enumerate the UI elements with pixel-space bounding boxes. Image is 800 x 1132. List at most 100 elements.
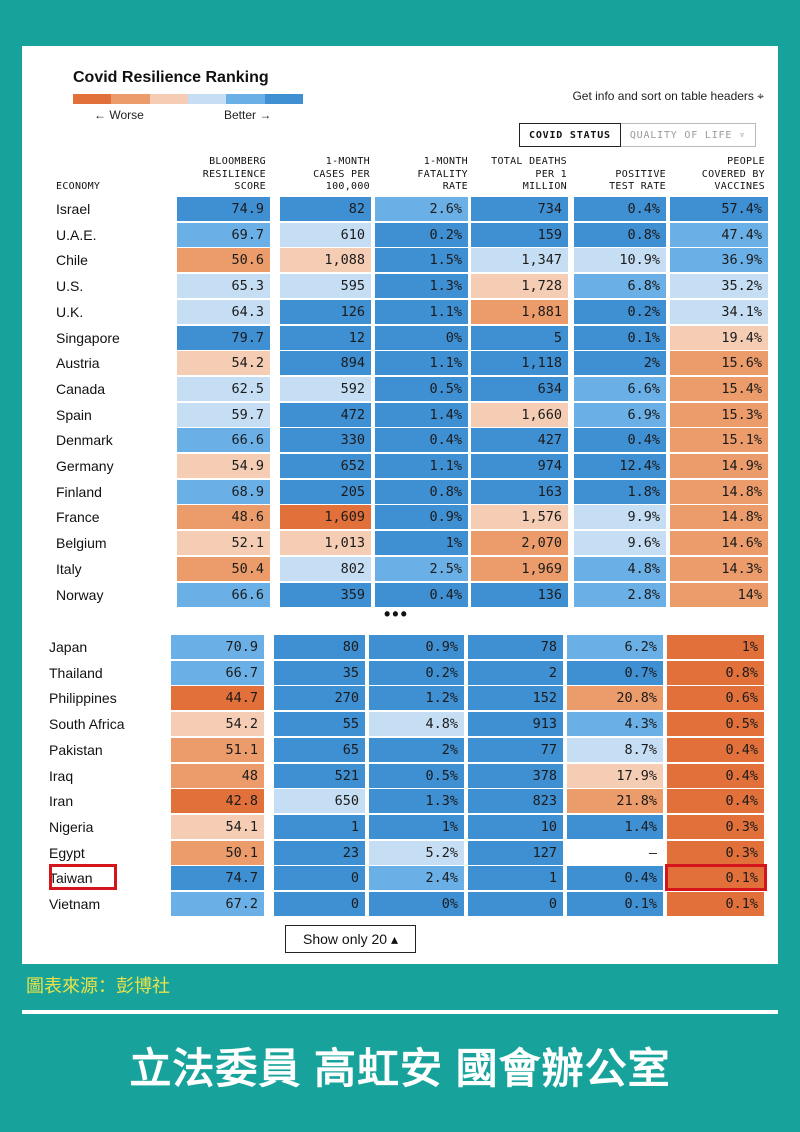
table-cell: 65.3 <box>177 274 270 299</box>
table-cell: 1.8% <box>574 479 666 504</box>
table-cell: 59.7 <box>177 402 270 427</box>
table-cell: 0.1% <box>667 892 764 916</box>
table-cell: 66.7 <box>171 660 264 685</box>
table-cell: 1,969 <box>471 556 568 581</box>
table-cell: 0.5% <box>375 376 468 401</box>
table-cell: 0.1% <box>574 325 666 350</box>
table-cell: 0% <box>369 892 464 916</box>
table-cell: 159 <box>471 222 568 247</box>
table-cell: 0.4% <box>574 428 666 453</box>
scale-swatch <box>264 94 303 104</box>
table-cell: 77 <box>468 737 563 762</box>
header-cases[interactable]: 1-MONTH CASES PER 100,000 <box>278 156 370 194</box>
table-cell: 592 <box>280 376 371 401</box>
header-score[interactable]: BLOOMBERG RESILIENCE SCORE <box>172 156 266 194</box>
scale-swatch <box>187 94 227 104</box>
country-name: Germany <box>56 458 114 474</box>
table-cell: 23 <box>274 840 365 865</box>
header-line: PEOPLE <box>727 156 765 167</box>
table-cell: 0.4% <box>667 763 764 788</box>
country-name: South Africa <box>49 716 125 733</box>
table-cell: 15.1% <box>670 428 768 453</box>
table-cell: 0.3% <box>667 840 764 865</box>
table-cell: 0.2% <box>369 660 464 685</box>
table-cell: 1,609 <box>280 505 371 530</box>
table-cell: 35 <box>274 660 365 685</box>
table-cell: 0.6% <box>667 686 764 711</box>
header-line: SCORE <box>234 181 266 192</box>
table-cell: 6.9% <box>574 402 666 427</box>
tab-quality-of-life[interactable]: QUALITY OF LIFE ▿ <box>620 123 756 147</box>
ellipsis: ••• <box>384 604 409 624</box>
table-cell: 64.3 <box>177 299 270 324</box>
table-cell: 20.8% <box>567 686 663 711</box>
taiwan-name-highlight <box>49 864 117 890</box>
better-label: Better → <box>224 108 272 122</box>
source-text: 圖表來源：彭博社 <box>26 976 170 996</box>
header-positive[interactable]: POSITIVE TEST RATE <box>570 169 666 194</box>
table-cell: 79.7 <box>177 325 270 350</box>
table-cell: 0.4% <box>375 428 468 453</box>
header-economy[interactable]: ECONOMY <box>56 181 156 194</box>
header-line: RESILIENCE <box>202 168 266 180</box>
table-cell: 66.6 <box>177 428 270 453</box>
header-deaths[interactable]: TOTAL DEATHS PER 1 MILLION <box>471 156 567 194</box>
table-cell: 15.3% <box>670 402 768 427</box>
table-cell: 610 <box>280 222 371 247</box>
table-cell: 10 <box>468 814 563 839</box>
country-name: France <box>56 509 100 526</box>
taiwan-vaccine-highlight <box>665 864 767 891</box>
table-cell: 521 <box>274 763 365 788</box>
header-fatality[interactable]: 1-MONTH FATALITY RATE <box>375 156 468 194</box>
header-line: MILLION <box>522 181 567 192</box>
table-cell: 734 <box>471 197 568 221</box>
table-cell: 0.7% <box>567 660 663 685</box>
table-cell: 0.2% <box>375 222 468 247</box>
table-cell: 57.4% <box>670 197 768 221</box>
table-cell: 1.4% <box>375 402 468 427</box>
table-cell: 68.9 <box>177 479 270 504</box>
table-cell: 74.9 <box>177 197 270 221</box>
table-cell: 9.6% <box>574 531 666 556</box>
country-name: Iran <box>49 793 74 810</box>
table-cell: 2% <box>369 737 464 762</box>
table-cell: 1.1% <box>375 351 468 376</box>
table-cell: 472 <box>280 402 371 427</box>
table-cell: 136 <box>471 582 568 607</box>
show-only-20-button[interactable]: Show only 20 ▴ <box>285 925 416 953</box>
table-cell: 42.8 <box>171 789 264 814</box>
header-line: RATE <box>442 181 468 192</box>
table-cell: 1% <box>667 635 764 659</box>
scale-swatch <box>73 94 112 104</box>
tab-covid-status[interactable]: COVID STATUS <box>519 123 621 147</box>
table-cell: 1,728 <box>471 274 568 299</box>
table-cell: 17.9% <box>567 763 663 788</box>
table-cell: 2.5% <box>375 556 468 581</box>
table-cell: 0.3% <box>667 814 764 839</box>
country-name: U.A.E. <box>56 226 97 243</box>
table-cell: 270 <box>274 686 365 711</box>
table-cell: 36.9% <box>670 248 768 273</box>
table-cell: 50.1 <box>171 840 264 865</box>
header-line: TOTAL DEATHS <box>491 156 567 167</box>
table-cell: 152 <box>468 686 563 711</box>
table-cell: 1.1% <box>375 299 468 324</box>
header-line: FATALITY <box>417 168 468 180</box>
country-name: Canada <box>56 380 106 397</box>
table-cell: 0.5% <box>667 712 764 737</box>
table-cell: 82 <box>280 197 371 221</box>
ranking-card: Covid Resilience Ranking ← Worse Better … <box>22 46 778 964</box>
table-cell: 0.9% <box>375 505 468 530</box>
table-cell: 1,118 <box>471 351 568 376</box>
table-cell: 44.7 <box>171 686 264 711</box>
table-cell: 54.2 <box>177 351 270 376</box>
tab-bar: COVID STATUS QUALITY OF LIFE ▿ <box>519 123 756 147</box>
table-cell: 9.9% <box>574 505 666 530</box>
header-vaccines[interactable]: PEOPLE COVERED BY VACCINES <box>669 156 765 194</box>
table-cell: 6.8% <box>574 274 666 299</box>
table-cell: 427 <box>471 428 568 453</box>
country-name: Italy <box>56 560 82 577</box>
table-cell: 0.1% <box>567 892 663 916</box>
table-cell: 1,347 <box>471 248 568 273</box>
info-text[interactable]: Get info and sort on table headers ⌖ <box>572 89 764 103</box>
